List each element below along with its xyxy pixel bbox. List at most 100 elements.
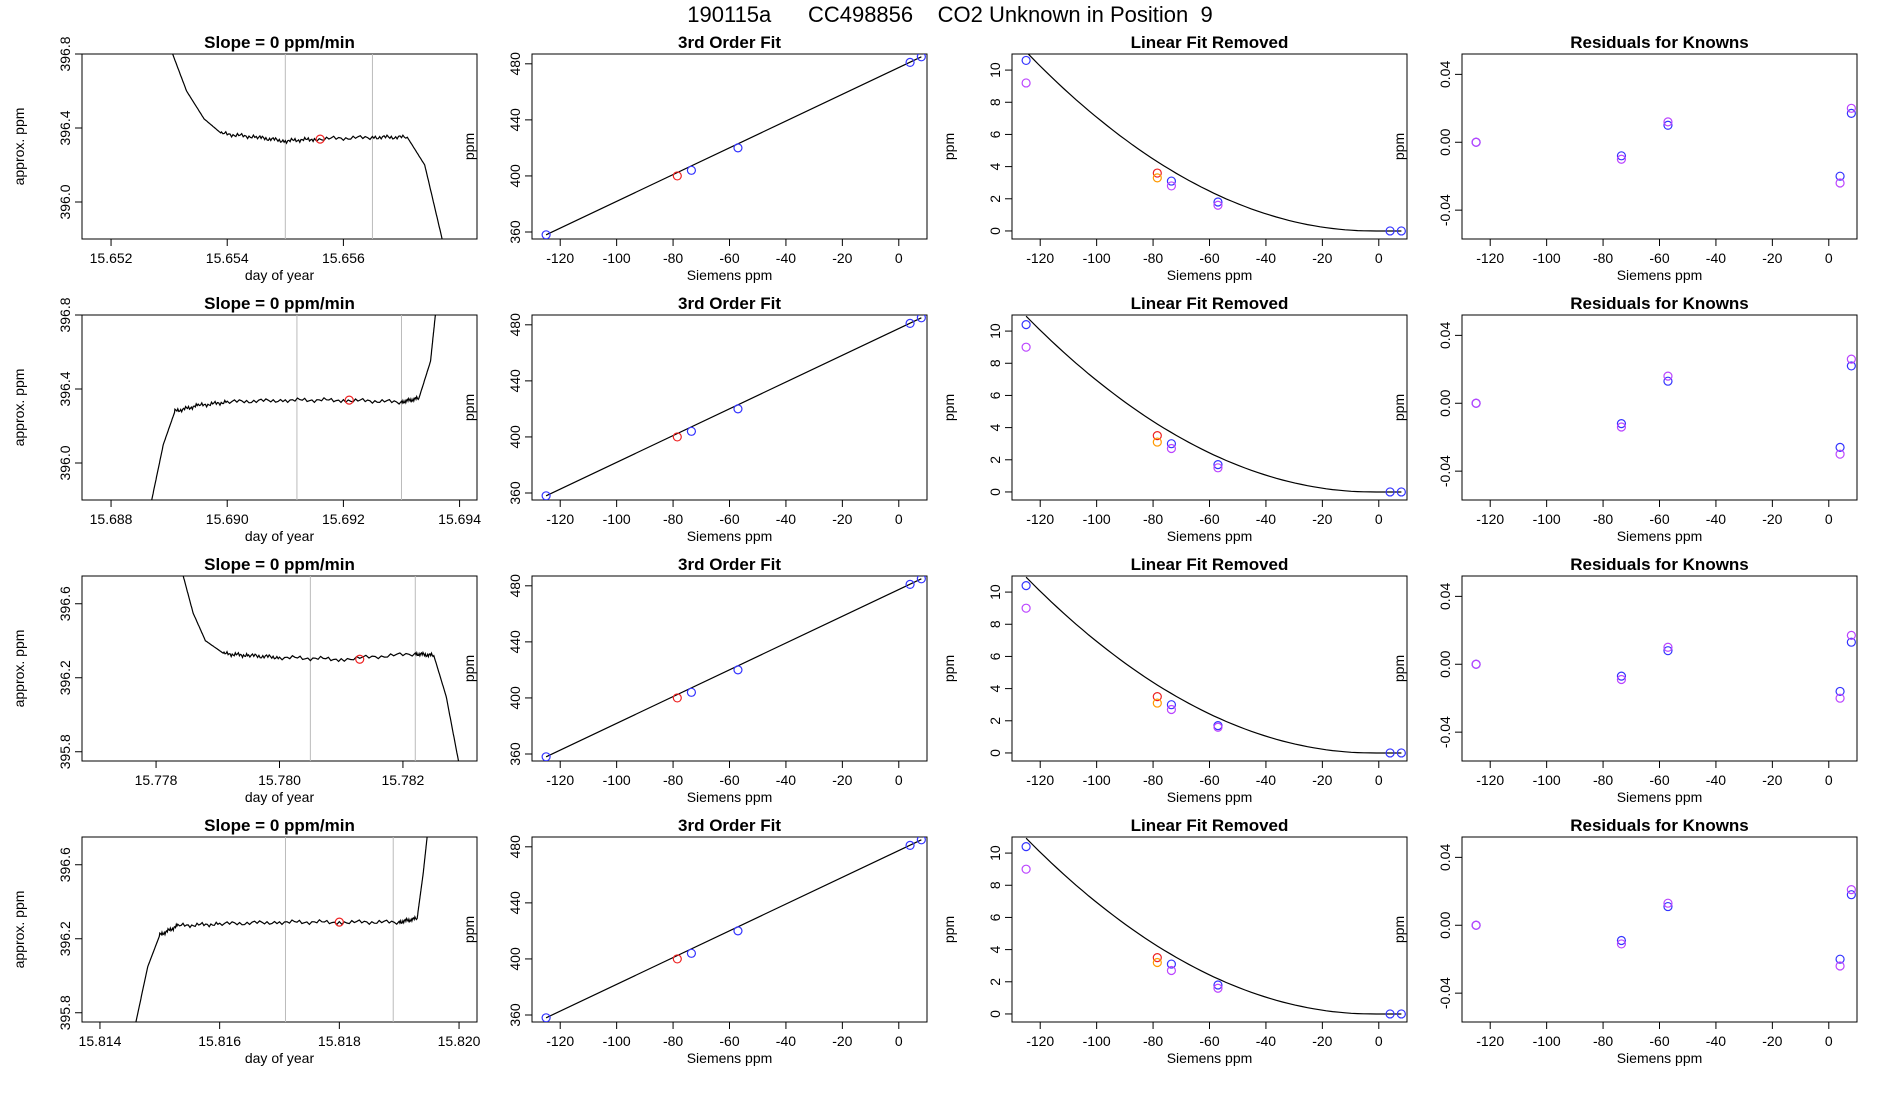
x-tick-label: -20: [832, 250, 852, 266]
x-tick-label: -20: [1312, 1033, 1332, 1049]
x-tick-label: -120: [1476, 1033, 1504, 1049]
data-point: [1152, 431, 1162, 441]
y-tick-label: 360: [507, 1003, 523, 1027]
y-tick-label: 396.0: [57, 445, 73, 480]
data-point: [1152, 173, 1162, 183]
y-axis-label: approx. ppm: [11, 891, 27, 969]
y-tick-label: 0.00: [1437, 389, 1453, 416]
mean-marker: [355, 654, 365, 664]
x-tick-label: -80: [1143, 1033, 1163, 1049]
y-tick-label: 2: [987, 978, 1003, 986]
y-axis-label: ppm: [941, 655, 957, 682]
x-tick-label: -120: [1476, 772, 1504, 788]
plot-area: [1021, 576, 1406, 758]
chart-title: Residuals for Knowns: [1570, 816, 1749, 835]
data-point: [1396, 226, 1406, 236]
x-tick-label: -100: [603, 1033, 631, 1049]
x-tick-label: -40: [1256, 772, 1276, 788]
data-point: [1166, 443, 1177, 454]
x-tick-label: -100: [1533, 772, 1561, 788]
x-axis-label: Siemens ppm: [1617, 789, 1703, 805]
y-tick-label: -0.04: [1437, 455, 1453, 487]
y-tick-label: 10: [987, 323, 1003, 339]
chart-title: Residuals for Knowns: [1570, 555, 1749, 574]
trace-line: [135, 837, 428, 1022]
data-point: [1021, 55, 1031, 66]
x-tick-label: 0: [895, 511, 903, 527]
x-tick-label: -120: [546, 1033, 574, 1049]
x-tick-label: 15.652: [90, 250, 133, 266]
x-tick-label: -100: [1083, 511, 1111, 527]
data-point: [1021, 78, 1031, 88]
data-point: [1471, 398, 1481, 408]
data-point: [1846, 890, 1856, 900]
y-tick-label: 0.04: [1437, 322, 1453, 349]
x-tick-label: -80: [1593, 1033, 1613, 1049]
x-axis-label: Siemens ppm: [687, 528, 773, 544]
y-tick-label: 2: [987, 456, 1003, 464]
data-point: [1835, 693, 1845, 703]
chart-title: Slope = 0 ppm/min: [204, 33, 355, 52]
y-tick-label: 6: [987, 391, 1003, 399]
x-tick-label: -120: [546, 250, 574, 266]
x-tick-label: -60: [1649, 772, 1669, 788]
x-tick-label: -40: [776, 1033, 796, 1049]
y-tick-label: 8: [987, 359, 1003, 367]
plot-frame: [81, 53, 478, 240]
x-tick-label: -80: [663, 1033, 683, 1049]
fit-curve: [1025, 837, 1402, 1015]
x-tick-label: -60: [1199, 1033, 1219, 1049]
y-tick-label: 395.8: [57, 734, 73, 769]
chart-r4-fit: 3rd Order Fit -120 -100 -80 -60 -40 -20 0 360 400…: [461, 816, 928, 1066]
data-point: [1021, 581, 1031, 591]
plot-frame: [1011, 575, 1408, 762]
plot-area: [541, 576, 926, 761]
y-axis-label: ppm: [461, 133, 477, 160]
plot-frame: [1011, 53, 1408, 240]
x-tick-label: -20: [832, 772, 852, 788]
data-point: [1846, 108, 1856, 119]
x-tick-label: 15.692: [322, 511, 365, 527]
x-tick-label: -40: [1706, 250, 1726, 266]
chart-r3-fit: 3rd Order Fit -120 -100 -80 -60 -40 -20 0 360 400…: [461, 555, 928, 805]
data-point: [541, 491, 551, 500]
data-point: [905, 318, 915, 329]
x-tick-label: 0: [1375, 250, 1383, 266]
x-tick-label: -100: [603, 250, 631, 266]
y-axis-label: ppm: [461, 916, 477, 943]
x-tick-label: 15.816: [198, 1033, 241, 1049]
y-tick-label: 2: [987, 195, 1003, 203]
plot-frame: [81, 836, 478, 1023]
y-axis-label: approx. ppm: [11, 369, 27, 447]
x-tick-label: -120: [1026, 772, 1054, 788]
data-point: [1385, 1009, 1395, 1019]
x-axis-label: Siemens ppm: [1617, 528, 1703, 544]
data-point: [1663, 642, 1673, 652]
y-axis-label: ppm: [461, 394, 477, 421]
data-point: [1152, 957, 1162, 968]
data-point: [1021, 842, 1031, 852]
data-point: [1663, 901, 1673, 912]
chart-r4-trace: Slope = 0 ppm/min 15.814 15.816 15.818 15.82…: [11, 816, 481, 1066]
y-tick-label: 6: [987, 130, 1003, 138]
data-point: [1385, 748, 1395, 758]
data-point: [1152, 698, 1162, 708]
data-point: [1616, 935, 1627, 946]
x-tick-label: -100: [1533, 250, 1561, 266]
data-point: [1616, 419, 1627, 429]
data-point: [1152, 168, 1162, 178]
data-point: [1663, 120, 1673, 130]
chart-title: Slope = 0 ppm/min: [204, 555, 355, 574]
y-axis-label: ppm: [1391, 133, 1407, 160]
data-point: [1835, 442, 1845, 452]
y-tick-label: 480: [507, 52, 523, 76]
plot-frame: [1461, 314, 1858, 501]
x-tick-label: -60: [719, 511, 739, 527]
plot-frame: [1011, 314, 1408, 501]
data-point: [905, 840, 915, 851]
x-tick-label: 0: [1825, 772, 1833, 788]
x-tick-label: -20: [1762, 772, 1782, 788]
x-tick-label: -120: [546, 772, 574, 788]
x-tick-label: -40: [776, 772, 796, 788]
y-tick-label: 395.8: [57, 995, 73, 1030]
